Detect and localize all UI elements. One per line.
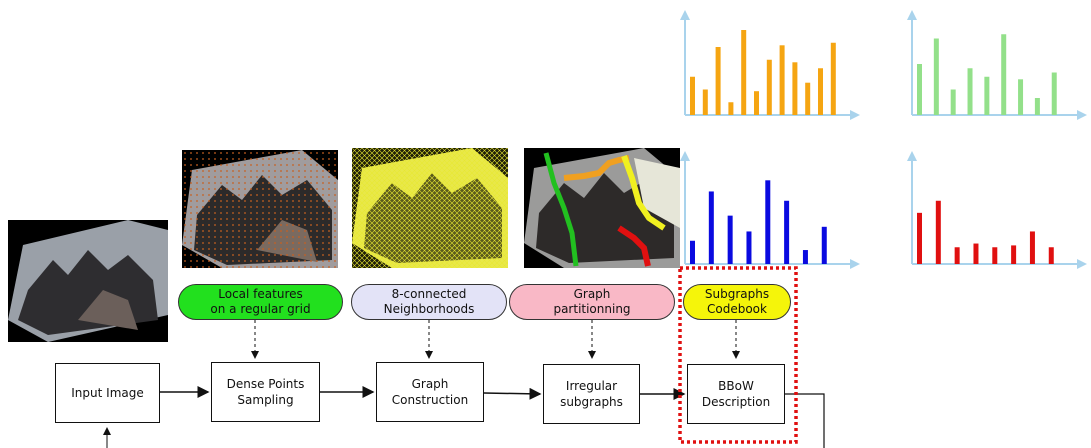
histogram-bar	[1018, 79, 1024, 115]
histogram-bar	[984, 76, 990, 115]
histogram-bar	[728, 102, 734, 115]
histogram-bar	[746, 231, 752, 264]
y-axis-arrow	[680, 10, 690, 20]
histogram-bar	[754, 91, 759, 115]
histogram-bar	[690, 76, 695, 115]
histogram-bar	[917, 64, 922, 115]
histogram-bar	[765, 180, 771, 264]
x-axis-arrow	[1077, 110, 1087, 120]
histogram-bar	[715, 47, 721, 115]
histogram-bar	[779, 45, 785, 115]
histogram-bar	[708, 191, 714, 264]
histogram-bar	[933, 38, 939, 115]
histogram-bar	[727, 215, 733, 264]
annotation-local-features: Local features on a regular grid	[178, 284, 343, 320]
histogram-bar	[792, 62, 798, 115]
histogram-1	[680, 10, 860, 120]
histogram-bar	[973, 243, 979, 264]
y-axis-arrow	[907, 10, 917, 20]
histogram-bar	[1029, 231, 1035, 264]
histogram-bar	[741, 30, 747, 115]
histogram-bar	[821, 226, 827, 264]
histogram-bar	[802, 250, 808, 264]
histogram-bar	[784, 200, 790, 264]
y-axis-arrow	[907, 151, 917, 161]
histogram-bar	[1011, 245, 1017, 264]
histogram-bar	[992, 247, 998, 264]
dense-sampling-photo	[182, 150, 338, 268]
annotation-graph-partitioning: Graph partitionning	[509, 284, 675, 320]
x-axis-arrow	[850, 259, 860, 269]
histogram-bar	[935, 200, 941, 264]
histogram-bar	[766, 59, 772, 115]
step-graph-construction: Graph Construction	[376, 362, 484, 422]
step-input-image: Input Image	[55, 363, 160, 423]
x-axis-arrow	[850, 110, 860, 120]
neighborhood-photo	[352, 148, 508, 268]
histogram-bar	[818, 68, 823, 115]
step-dense-points-sampling: Dense Points Sampling	[211, 362, 320, 422]
histogram-bar	[702, 89, 708, 115]
histogram-bar	[954, 247, 960, 264]
histogram-4	[907, 151, 1087, 269]
x-axis-arrow	[1077, 259, 1087, 269]
highlight-frame	[678, 266, 798, 444]
histogram-bar	[1051, 72, 1057, 115]
histogram-bar	[917, 212, 922, 264]
annotation-neighborhoods: 8-connected Neighborhoods	[351, 284, 507, 320]
step-bbow-description: BBoW Description	[687, 364, 785, 424]
dashed-connectors	[251, 320, 740, 359]
histogram-bar	[967, 68, 973, 115]
histogram-bar	[1001, 34, 1007, 115]
histogram-bar	[1048, 247, 1054, 264]
partition-photo	[524, 148, 680, 268]
y-axis-arrow	[680, 151, 690, 161]
histogram-bar	[805, 82, 811, 115]
histogram-bar	[690, 240, 695, 264]
annotation-subgraphs-codebook: Subgraphs Codebook	[683, 284, 791, 320]
step-irregular-subgraphs: Irregular subgraphs	[543, 364, 640, 424]
histogram-bar	[1034, 98, 1040, 115]
input-photo	[8, 220, 168, 342]
histogram-bar	[830, 42, 836, 115]
histogram-bar	[950, 89, 956, 115]
histogram-3	[680, 151, 860, 269]
solid-arrows	[103, 386, 825, 448]
histogram-2	[907, 10, 1087, 120]
